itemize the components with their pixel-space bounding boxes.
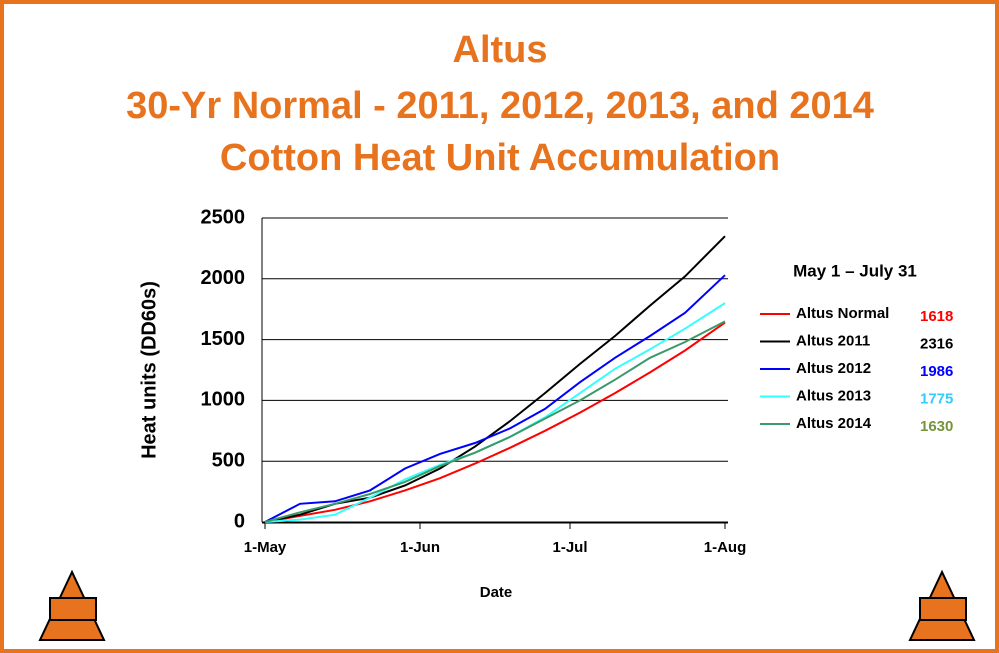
x-axis-label: Date: [480, 584, 513, 601]
series-line: [264, 320, 726, 523]
series-line: [264, 274, 726, 523]
legend-label: Altus 2013: [796, 387, 871, 404]
y-tick-label: 2500: [201, 206, 246, 228]
logo-left: [38, 569, 106, 641]
x-tick-label: 1-Jul: [552, 539, 587, 556]
legend-total: 1986: [920, 363, 953, 380]
x-tick-label: 1-Jun: [400, 539, 440, 556]
y-tick-label: 2000: [201, 267, 246, 289]
y-tick-label: 1000: [201, 389, 246, 411]
y-tick-label: 500: [212, 449, 245, 471]
y-axis-label: Heat units (DD60s): [138, 281, 160, 459]
legend-total: 2316: [920, 335, 953, 352]
y-tick-label: 1500: [201, 328, 246, 350]
title-line: Cotton Heat Unit Accumulation: [220, 137, 780, 179]
legend-total: 1618: [920, 308, 953, 325]
title-line: 30-Yr Normal - 2011, 2012, 2013, and 201…: [126, 85, 874, 127]
series-line: [264, 321, 726, 523]
legend-total: 1630: [920, 418, 953, 435]
legend-total: 1775: [920, 390, 953, 407]
y-tick-label: 0: [234, 510, 245, 532]
legend-title: May 1 – July 31: [793, 261, 917, 280]
x-tick-label: 1-Aug: [704, 539, 747, 556]
legend-label: Altus 2012: [796, 360, 871, 377]
logo-right: [908, 569, 976, 641]
x-tick-label: 1-May: [244, 539, 287, 556]
legend-label: Altus Normal: [796, 305, 889, 322]
legend-label: Altus 2014: [796, 415, 872, 432]
title-line: Altus: [453, 29, 548, 71]
legend-label: Altus 2011: [796, 332, 870, 349]
